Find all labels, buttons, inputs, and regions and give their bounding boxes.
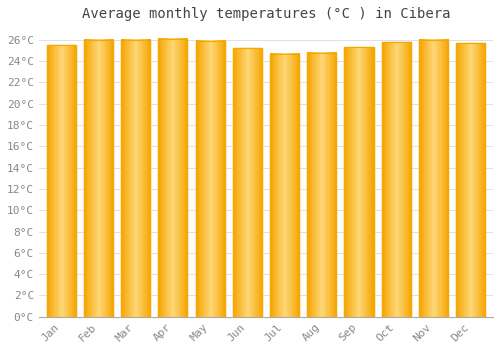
Bar xyxy=(196,41,224,317)
Bar xyxy=(121,40,150,317)
Bar xyxy=(233,48,262,317)
Bar xyxy=(382,42,411,317)
Bar xyxy=(196,41,224,317)
Bar xyxy=(419,40,448,317)
Bar xyxy=(84,40,113,317)
Bar xyxy=(233,48,262,317)
Bar xyxy=(46,45,76,317)
Bar xyxy=(158,38,188,317)
Bar xyxy=(121,40,150,317)
Bar xyxy=(270,54,299,317)
Bar xyxy=(344,47,374,317)
Bar xyxy=(382,42,411,317)
Bar xyxy=(344,47,374,317)
Bar xyxy=(158,38,188,317)
Bar xyxy=(308,52,336,317)
Bar xyxy=(84,40,113,317)
Title: Average monthly temperatures (°C ) in Cibera: Average monthly temperatures (°C ) in Ci… xyxy=(82,7,450,21)
Bar xyxy=(270,54,299,317)
Bar xyxy=(46,45,76,317)
Bar xyxy=(456,43,485,317)
Bar xyxy=(456,43,485,317)
Bar xyxy=(308,52,336,317)
Bar xyxy=(419,40,448,317)
